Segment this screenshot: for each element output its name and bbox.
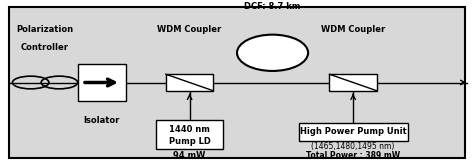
Text: 1440 nm: 1440 nm — [169, 125, 210, 134]
Bar — [156, 120, 223, 149]
Text: DCF: 8.7 km: DCF: 8.7 km — [245, 2, 301, 11]
Text: Controller: Controller — [21, 43, 69, 52]
Text: Total Power : 389 mW: Total Power : 389 mW — [306, 151, 400, 160]
Text: High Power Pump Unit: High Power Pump Unit — [300, 127, 407, 136]
Text: Polarization: Polarization — [17, 25, 73, 34]
Bar — [78, 64, 126, 101]
Text: WDM Coupler: WDM Coupler — [321, 25, 385, 34]
Text: Isolator: Isolator — [84, 116, 120, 125]
Bar — [299, 123, 408, 141]
Text: (1465,1480,1495 nm): (1465,1480,1495 nm) — [311, 142, 395, 150]
Text: 94 mW: 94 mW — [173, 151, 206, 160]
Text: Pump LD: Pump LD — [169, 137, 210, 146]
Text: WDM Coupler: WDM Coupler — [157, 25, 222, 34]
Bar — [329, 74, 377, 91]
Ellipse shape — [237, 35, 308, 71]
Bar — [166, 74, 213, 91]
